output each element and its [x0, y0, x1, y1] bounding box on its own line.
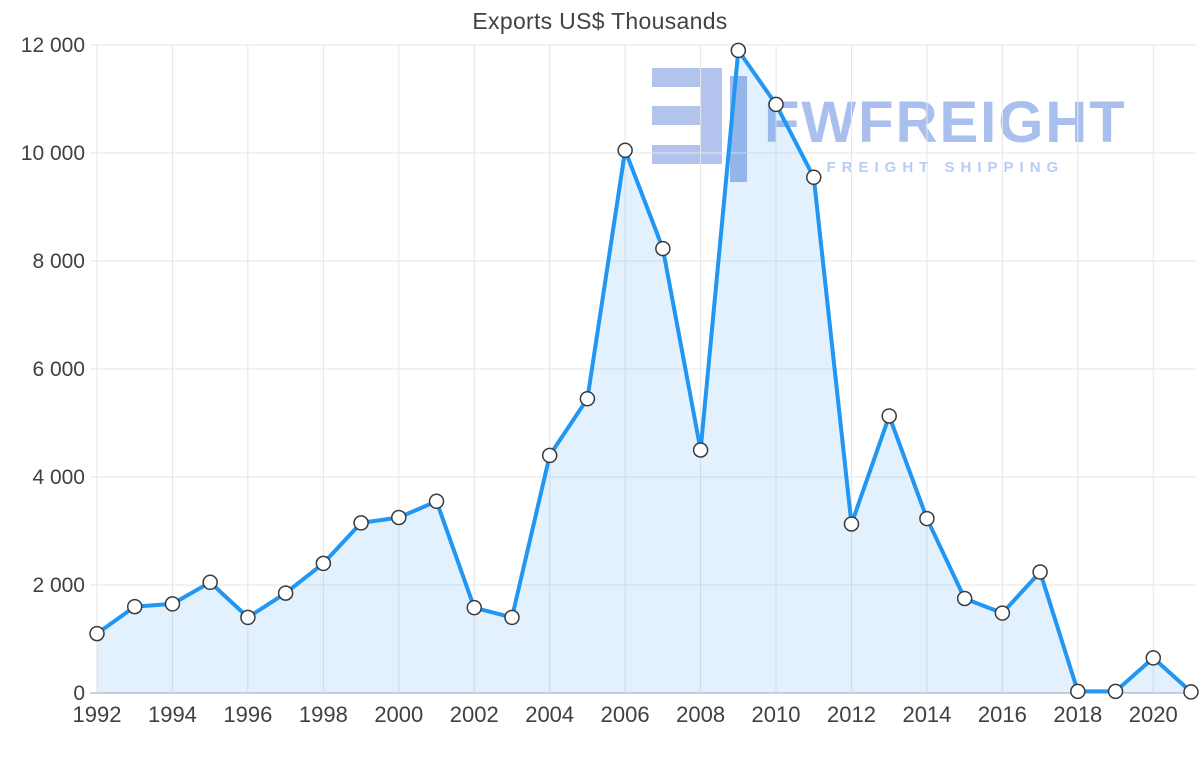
y-axis-label: 10 000 [21, 142, 85, 165]
data-point-marker[interactable] [956, 590, 973, 607]
y-axis-label: 8 000 [32, 250, 85, 273]
x-axis-label: 2010 [752, 702, 801, 727]
x-axis-label: 1992 [73, 702, 122, 727]
data-point-marker[interactable] [1032, 564, 1048, 580]
x-axis-label: 2002 [450, 702, 499, 727]
data-point-marker[interactable] [541, 447, 558, 464]
data-point-marker[interactable] [428, 493, 445, 510]
x-axis-label: 2012 [827, 702, 876, 727]
x-axis-label: 2004 [525, 702, 574, 727]
data-point-marker[interactable] [391, 509, 407, 526]
logo-shape [700, 68, 722, 164]
x-axis-label: 2016 [978, 702, 1027, 727]
data-point-marker[interactable] [579, 390, 596, 407]
data-point-marker[interactable] [806, 169, 822, 186]
data-point-marker[interactable] [89, 625, 105, 642]
x-axis-label: 2008 [676, 702, 725, 727]
logo-shape [652, 145, 708, 164]
y-axis-label: 0 [73, 682, 85, 705]
y-axis-label: 4 000 [32, 466, 85, 489]
watermark-brand: FWFREIGHT [764, 90, 1127, 155]
data-point-marker[interactable] [994, 605, 1011, 621]
data-point-marker[interactable] [730, 42, 747, 59]
x-axis-label: 2006 [601, 702, 650, 727]
data-point-marker[interactable] [1145, 650, 1162, 666]
x-axis-label: 2020 [1129, 702, 1178, 727]
x-axis-label: 2018 [1053, 702, 1102, 727]
data-point-marker[interactable] [768, 96, 784, 113]
x-axis-label: 1996 [223, 702, 272, 727]
data-point-marker[interactable] [881, 408, 897, 424]
data-point-marker[interactable] [315, 555, 332, 572]
data-point-marker[interactable] [1107, 683, 1124, 700]
chart-title: Exports US$ Thousands [472, 8, 728, 34]
data-point-marker[interactable] [240, 609, 256, 626]
x-axis-label: 2014 [902, 702, 951, 727]
data-point-marker[interactable] [655, 240, 671, 257]
data-point-marker[interactable] [843, 516, 860, 532]
watermark: FWFREIGHT FREIGHT SHIPPING [650, 66, 1127, 184]
logo-shape [652, 68, 708, 87]
data-point-marker[interactable] [1183, 684, 1199, 700]
y-axis-label: 6 000 [32, 358, 85, 381]
x-axis-label: 1994 [148, 702, 197, 727]
data-point-marker[interactable] [919, 510, 935, 527]
series-area-fill [97, 50, 1191, 693]
data-point-marker[interactable] [126, 598, 143, 615]
data-point-marker[interactable] [202, 574, 218, 591]
data-point-marker[interactable] [504, 609, 520, 626]
x-axis-label: 2000 [374, 702, 423, 727]
x-axis-label: 1998 [299, 702, 348, 727]
data-point-marker[interactable] [466, 599, 482, 616]
data-point-marker[interactable] [164, 596, 181, 612]
y-axis-label: 12 000 [21, 34, 85, 57]
data-point-marker[interactable] [617, 142, 633, 159]
y-axis-label: 2 000 [32, 574, 85, 597]
logo-shape [652, 106, 708, 125]
data-point-marker[interactable] [277, 585, 294, 601]
watermark-text: FWFREIGHT FREIGHT SHIPPING [764, 90, 1127, 177]
fwfreight-logo-icon [652, 68, 747, 182]
watermark-tagline: FREIGHT SHIPPING [826, 159, 1065, 176]
data-point-marker[interactable] [692, 442, 709, 458]
data-point-marker[interactable] [1070, 683, 1086, 700]
data-point-marker[interactable] [353, 515, 369, 531]
